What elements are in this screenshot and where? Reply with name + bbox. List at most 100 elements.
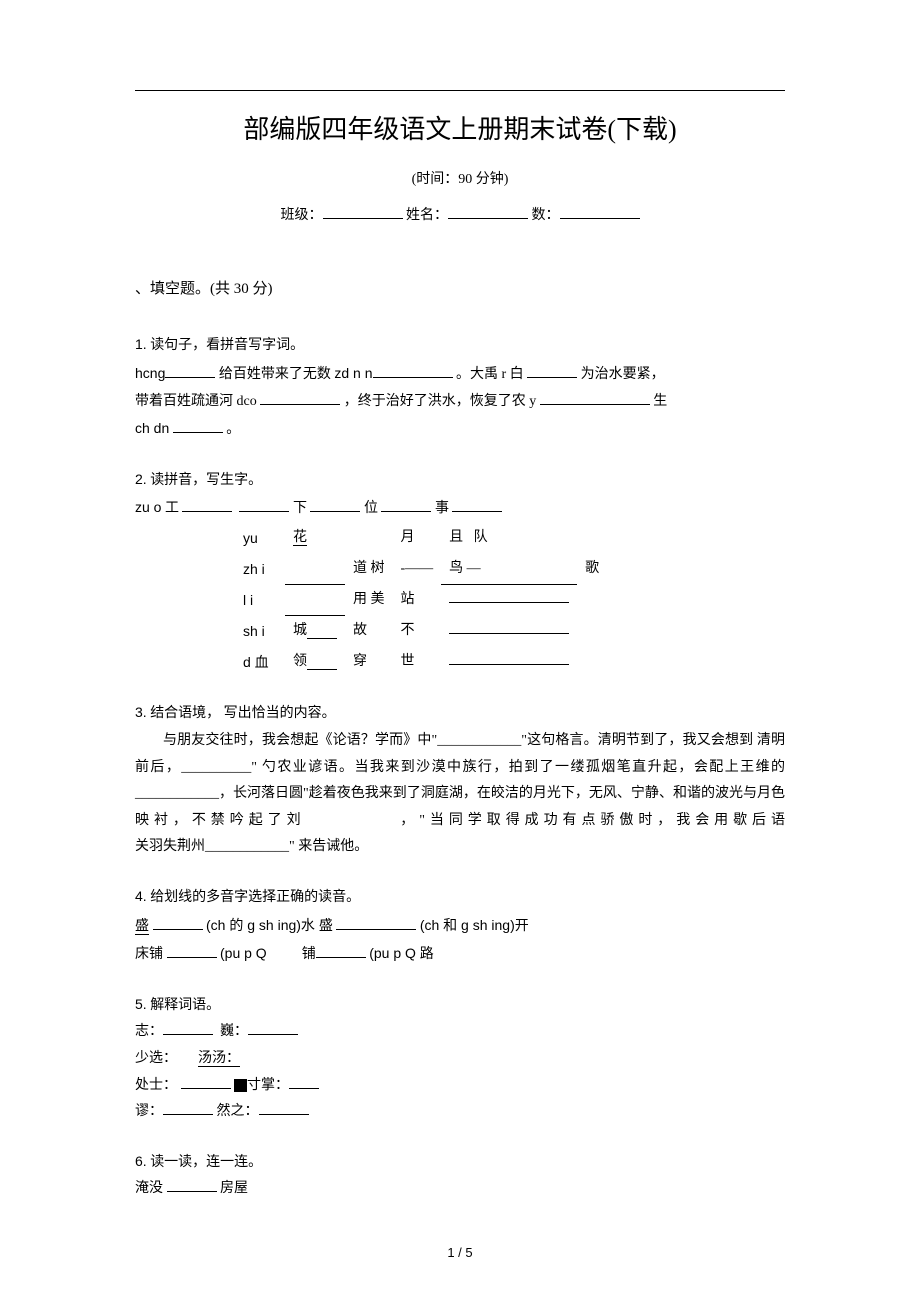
q2-num: 2. <box>135 471 147 487</box>
q5-blank4[interactable] <box>289 1075 319 1089</box>
question-3: 3. 结合语境， 写出恰当的内容。 与朋友交往时，我会想起《论语？学而》中"__… <box>135 699 785 861</box>
q5-blank2[interactable] <box>248 1021 298 1035</box>
black-square-icon <box>234 1079 247 1092</box>
q2-yu-c3: 月 <box>393 523 442 554</box>
q6-num: 6. <box>135 1153 147 1169</box>
page-number: 1 / 5 <box>135 1243 785 1264</box>
section-1-header: 、填空题。(共 30 分) <box>135 277 785 301</box>
q1-txt7: 。 <box>226 422 240 437</box>
q4-w2: 床铺 <box>135 947 163 962</box>
exam-subtitle: (时间：90 分钟) <box>135 169 785 191</box>
q5-blank3[interactable] <box>181 1075 231 1089</box>
q5-blank5[interactable] <box>163 1101 213 1115</box>
q2-shi-c3: 不 <box>393 616 442 647</box>
q5-r3b: 寸掌： <box>247 1078 289 1093</box>
question-5: 5. 解释词语。 志： 巍： 少选： 汤汤： 处士： 寸掌： 谬： 然之： <box>135 991 785 1126</box>
q1-pin3: ch dn <box>135 420 169 436</box>
q5-r1a: 志： <box>135 1024 163 1039</box>
question-1: 1. 读句子，看拼音写字词。 hcng 给百姓带来了无数 zd n n 。大禹 … <box>135 331 785 443</box>
q2-table: yu 花 月 且 队 zh i 道 树 -—— 鸟 — 歌 l i 用 美 站 … <box>235 523 607 677</box>
q2-yu-c5: 队 <box>474 530 488 545</box>
q1-blank4[interactable] <box>260 391 340 405</box>
q2-d-c1: 领 <box>293 654 307 669</box>
q2-row-shi: sh i 城 故 不 <box>235 616 607 647</box>
q2-zhi-c3: -—— <box>393 554 442 585</box>
q4-blank4[interactable] <box>316 944 366 958</box>
q4-blank1[interactable] <box>153 916 203 930</box>
q5-blank6[interactable] <box>259 1101 309 1115</box>
q2-first-chars: 工 下 位 事 <box>165 501 503 516</box>
q4-t1: (ch 的 g sh ing)水 盛 <box>206 917 333 933</box>
q4-blank3[interactable] <box>167 944 217 958</box>
q1-pin2: zd n n <box>334 365 372 381</box>
q2-pin-d: d 血 <box>235 647 285 678</box>
q1-title: 读句子，看拼音写字词。 <box>150 338 304 353</box>
q2-li-c3: 站 <box>393 585 442 616</box>
q2-zhi-c2: 道 树 <box>345 554 393 585</box>
name-blank[interactable] <box>448 205 528 219</box>
q2-shi-c2: 故 <box>345 616 393 647</box>
q5-num: 5. <box>135 996 147 1012</box>
q2-yu-c4: 且 <box>449 530 463 545</box>
q2-li-c2: 用 美 <box>345 585 393 616</box>
q2-pin-zhi: zh i <box>235 554 285 585</box>
q2-pin-li: l i <box>235 585 285 616</box>
q4-t4: (pu p Q 路 <box>369 945 434 961</box>
q2-zhi-c5: 歌 <box>577 554 607 585</box>
q2-title: 读拼音，写生字。 <box>150 473 262 488</box>
q2-d-c3: 世 <box>393 647 442 678</box>
q3-body: 与朋友交往时，我会想起《论语？学而》中"____________"这句格言。清明… <box>135 728 785 861</box>
q5-title: 解释词语。 <box>150 998 220 1013</box>
q1-blank1[interactable] <box>165 364 215 378</box>
q5-r4b: 然之： <box>217 1104 259 1119</box>
class-label: 班级： <box>281 208 323 223</box>
q1-txt3: 为治水要紧， <box>581 367 665 382</box>
q5-r2a: 少选： <box>135 1051 177 1066</box>
q2-row-li: l i 用 美 站 <box>235 585 607 616</box>
q3-num: 3. <box>135 704 147 720</box>
class-blank[interactable] <box>323 205 403 219</box>
q1-pin1: hcng <box>135 365 165 381</box>
q5-r1b: 巍： <box>220 1024 248 1039</box>
question-2: 2. 读拼音，写生字。 zu o 工 下 位 事 yu 花 月 且 队 zh i… <box>135 466 785 678</box>
q1-blank6[interactable] <box>173 419 223 433</box>
q4-t3: (pu p Q <box>220 945 267 961</box>
q5-r4a: 谬： <box>135 1104 163 1119</box>
score-blank[interactable] <box>560 205 640 219</box>
q1-num: 1. <box>135 336 147 352</box>
q4-title: 给划线的多音字选择正确的读音。 <box>150 890 360 905</box>
q1-blank5[interactable] <box>540 391 650 405</box>
top-rule <box>135 90 785 91</box>
name-label: 姓名： <box>406 208 448 223</box>
q1-txt4: 带着百姓疏通河 dco <box>135 394 257 409</box>
q4-blank2[interactable] <box>336 916 416 930</box>
q5-r2b: 汤汤： <box>198 1051 240 1067</box>
q1-blank3[interactable] <box>527 364 577 378</box>
exam-title: 部编版四年级语文上册期末试卷(下载) <box>135 109 785 151</box>
q2-zhi-c4: 鸟 — <box>441 554 577 585</box>
q4-w1: 盛 <box>135 919 149 935</box>
q5-r3a: 处士： <box>135 1078 177 1093</box>
q1-blank2[interactable] <box>373 364 453 378</box>
q4-t2: (ch 和 g sh ing)开 <box>420 917 529 933</box>
question-4: 4. 给划线的多音字选择正确的读音。 盛 (ch 的 g sh ing)水 盛 … <box>135 883 785 969</box>
q1-txt5: ，终于治好了洪水，恢复了农 y <box>344 394 537 409</box>
q2-pin-yu: yu <box>235 523 285 554</box>
q3-title: 结合语境， 写出恰当的内容。 <box>150 706 336 721</box>
q6-blank[interactable] <box>167 1178 217 1192</box>
q4-w3: 铺 <box>302 947 316 962</box>
q2-d-c2: 穿 <box>345 647 393 678</box>
q5-blank1[interactable] <box>163 1021 213 1035</box>
q1-txt6: 生 <box>653 394 667 409</box>
q6-w2: 房屋 <box>220 1181 248 1196</box>
q6-w1: 淹没 <box>135 1181 163 1196</box>
q2-shi-c1: 城 <box>293 623 307 638</box>
q2-yu-c1: 花 <box>293 530 307 546</box>
q2-row-zhi: zh i 道 树 -—— 鸟 — 歌 <box>235 554 607 585</box>
q2-first-pin: zu o <box>135 499 161 515</box>
q2-row-d: d 血 领 穿 世 <box>235 647 607 678</box>
score-label: 数： <box>532 208 560 223</box>
q2-row-yu: yu 花 月 且 队 <box>235 523 607 554</box>
student-info-line: 班级： 姓名： 数： <box>135 205 785 227</box>
q1-txt1: 给百姓带来了无数 <box>219 367 331 382</box>
